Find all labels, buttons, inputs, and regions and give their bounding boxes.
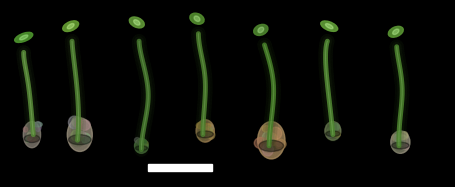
Ellipse shape <box>34 122 42 127</box>
Ellipse shape <box>395 137 399 142</box>
Ellipse shape <box>63 21 78 32</box>
Ellipse shape <box>189 13 204 24</box>
Ellipse shape <box>399 135 405 140</box>
Ellipse shape <box>141 147 146 149</box>
Ellipse shape <box>24 135 40 142</box>
Ellipse shape <box>142 144 147 147</box>
Ellipse shape <box>396 140 404 146</box>
Ellipse shape <box>194 16 199 22</box>
Ellipse shape <box>258 27 263 33</box>
Ellipse shape <box>399 137 406 144</box>
Ellipse shape <box>392 29 398 35</box>
Ellipse shape <box>34 135 39 142</box>
Ellipse shape <box>391 134 397 141</box>
Ellipse shape <box>331 123 338 131</box>
Ellipse shape <box>23 122 40 148</box>
Ellipse shape <box>81 133 90 144</box>
Ellipse shape <box>203 123 211 128</box>
Ellipse shape <box>135 146 147 150</box>
Ellipse shape <box>331 124 338 130</box>
Ellipse shape <box>27 133 33 140</box>
Ellipse shape <box>388 26 402 37</box>
Ellipse shape <box>390 131 409 153</box>
Ellipse shape <box>67 118 92 151</box>
Ellipse shape <box>332 124 339 131</box>
Ellipse shape <box>133 20 140 25</box>
Ellipse shape <box>197 131 213 138</box>
Ellipse shape <box>327 133 331 138</box>
Ellipse shape <box>326 129 334 136</box>
Ellipse shape <box>23 127 28 132</box>
Ellipse shape <box>253 24 268 36</box>
Ellipse shape <box>68 135 91 145</box>
Ellipse shape <box>327 127 333 132</box>
Ellipse shape <box>201 126 206 134</box>
Ellipse shape <box>71 130 83 142</box>
Ellipse shape <box>72 117 82 127</box>
Ellipse shape <box>140 140 146 144</box>
Ellipse shape <box>35 122 41 131</box>
Ellipse shape <box>324 122 340 140</box>
Ellipse shape <box>262 126 270 132</box>
Ellipse shape <box>262 131 273 142</box>
Ellipse shape <box>140 142 143 145</box>
Ellipse shape <box>129 17 144 28</box>
Ellipse shape <box>202 127 208 133</box>
Ellipse shape <box>205 124 213 131</box>
Ellipse shape <box>141 141 148 146</box>
Ellipse shape <box>67 24 74 29</box>
Ellipse shape <box>275 141 282 146</box>
Ellipse shape <box>331 123 339 130</box>
Ellipse shape <box>73 119 78 128</box>
Ellipse shape <box>138 140 143 146</box>
Ellipse shape <box>393 134 401 142</box>
Ellipse shape <box>332 132 339 137</box>
Ellipse shape <box>26 137 29 142</box>
Ellipse shape <box>320 21 337 31</box>
Ellipse shape <box>196 122 203 129</box>
Ellipse shape <box>134 138 140 142</box>
Ellipse shape <box>15 32 33 42</box>
Ellipse shape <box>325 24 332 29</box>
Ellipse shape <box>76 118 82 131</box>
Ellipse shape <box>400 132 407 140</box>
Ellipse shape <box>257 122 284 159</box>
Ellipse shape <box>134 138 148 153</box>
Ellipse shape <box>266 133 277 146</box>
Ellipse shape <box>137 140 143 144</box>
Ellipse shape <box>325 131 339 137</box>
Ellipse shape <box>78 120 90 130</box>
Ellipse shape <box>391 142 408 149</box>
Ellipse shape <box>28 130 34 137</box>
Ellipse shape <box>68 116 80 129</box>
Ellipse shape <box>269 127 281 139</box>
Ellipse shape <box>262 143 273 156</box>
Ellipse shape <box>203 128 209 137</box>
Ellipse shape <box>20 35 28 40</box>
Ellipse shape <box>400 144 408 150</box>
Ellipse shape <box>203 127 212 136</box>
Ellipse shape <box>78 131 86 137</box>
Ellipse shape <box>207 131 214 139</box>
Ellipse shape <box>274 139 285 149</box>
Ellipse shape <box>258 140 283 151</box>
Ellipse shape <box>27 136 36 142</box>
Bar <box>148 164 212 171</box>
Ellipse shape <box>196 120 214 142</box>
Ellipse shape <box>254 137 267 149</box>
